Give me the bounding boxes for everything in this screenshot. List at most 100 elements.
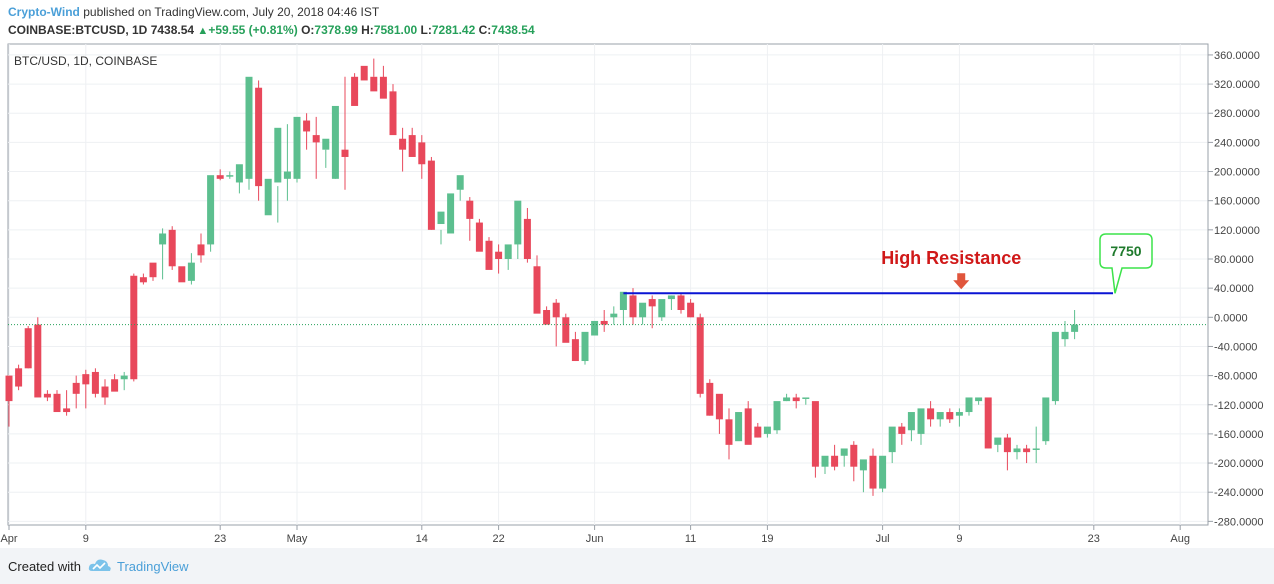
candle-body <box>859 459 867 471</box>
candle-body <box>1023 448 1031 453</box>
candle <box>1042 397 1050 445</box>
candle-body <box>610 313 618 318</box>
x-tick-label: 23 <box>1088 533 1100 545</box>
candle <box>677 293 685 314</box>
candle <box>360 65 368 81</box>
candle <box>639 302 647 325</box>
candle <box>984 397 992 449</box>
candle-body <box>715 393 723 420</box>
candle <box>840 448 848 467</box>
candle <box>399 127 407 172</box>
y-tick-label: -80.0000 <box>1214 371 1257 383</box>
candle-body <box>936 412 944 420</box>
candle-body <box>879 455 887 489</box>
y-tick-label: 120.0000 <box>1214 225 1260 237</box>
candle-body <box>322 138 330 150</box>
candle-body <box>629 295 637 318</box>
candle <box>571 331 579 362</box>
author-link[interactable]: Crypto-Wind <box>8 5 80 19</box>
candle <box>648 295 656 329</box>
x-tick-label: 9 <box>83 533 89 545</box>
candle-body <box>571 339 579 362</box>
candle-body <box>523 218 531 259</box>
candle-body <box>619 291 627 311</box>
candle <box>715 393 723 434</box>
x-tick-label: 9 <box>956 533 962 545</box>
candle-body <box>898 426 906 434</box>
y-axis[interactable]: 360.0000 320.0000 280.0000 240.0000 200.0000… <box>1207 44 1264 528</box>
candle-body <box>159 233 167 245</box>
candle <box>351 73 359 106</box>
callout-text: 7750 <box>1110 243 1141 259</box>
publication-header: Crypto-Wind published on TradingView.com… <box>8 4 379 20</box>
candle-body <box>72 382 80 394</box>
candle <box>562 313 570 343</box>
candle <box>341 76 349 190</box>
candle-body <box>763 426 771 434</box>
x-axis[interactable]: Apr 9 23 May 14 22 Jun 11 19 Jul 9 23 Aug <box>0 525 1190 545</box>
candle <box>725 408 733 460</box>
quote-line: COINBASE:BTCUSD, 1D 7438.54 ▲+59.55 (+0.… <box>8 22 535 39</box>
candle-body <box>485 240 493 270</box>
candle-body <box>120 375 128 380</box>
candle-body <box>274 127 282 183</box>
candle <box>504 244 512 270</box>
candle <box>389 84 397 136</box>
grid <box>8 44 1208 525</box>
candle <box>687 299 695 318</box>
candle-body <box>802 397 810 399</box>
candle-body <box>331 105 339 179</box>
candle <box>274 127 282 223</box>
candle-body <box>927 408 935 420</box>
candle <box>5 375 13 427</box>
candle-body <box>1003 437 1011 453</box>
candle-body <box>821 455 829 467</box>
y-tick-label: 0.0000 <box>1214 312 1248 324</box>
candle-body <box>187 262 195 281</box>
candle-body <box>965 397 973 413</box>
candle <box>917 408 925 445</box>
candle <box>120 371 128 391</box>
tradingview-cloud-icon[interactable] <box>88 557 112 575</box>
y-tick-label: 320.0000 <box>1214 79 1260 91</box>
candle <box>1023 444 1031 464</box>
candle-body <box>351 76 359 106</box>
candle <box>821 455 829 474</box>
candle-body <box>456 175 464 190</box>
candle <box>898 422 906 445</box>
candle-body <box>303 120 311 132</box>
candle-body <box>418 142 426 165</box>
price-chart[interactable]: High Resistance 7750 BTC/USD, 1D, COINBA… <box>0 0 1274 548</box>
candle-body <box>658 299 666 318</box>
price-callout[interactable]: 7750 <box>1099 233 1153 294</box>
y-tick-label: -200.0000 <box>1214 458 1264 470</box>
candle <box>936 412 944 427</box>
candle <box>111 374 119 392</box>
candle-body <box>840 448 848 456</box>
y-tick-label: 40.0000 <box>1214 283 1254 295</box>
candle-body <box>245 76 253 179</box>
candle-body <box>725 419 733 445</box>
candle-body <box>178 266 186 283</box>
candle-body <box>994 437 1002 445</box>
candle-body <box>130 275 138 380</box>
candle <box>255 80 263 201</box>
candle-body <box>15 368 23 387</box>
candle <box>495 244 503 274</box>
y-tick-label: 240.0000 <box>1214 137 1260 149</box>
candle-body <box>792 397 800 402</box>
down-arrow-icon <box>953 273 970 290</box>
tradingview-link[interactable]: TradingView <box>117 559 189 574</box>
candle <box>226 171 234 179</box>
candle-body <box>754 426 762 438</box>
candle-body <box>91 371 99 394</box>
candle-body <box>168 229 176 267</box>
y-tick-label: 80.0000 <box>1214 254 1254 266</box>
candle-body <box>370 76 378 92</box>
candle-body <box>495 251 503 259</box>
candle <box>264 178 272 216</box>
candle <box>533 255 541 314</box>
candle-body <box>1051 331 1059 402</box>
candle <box>1013 444 1021 460</box>
candle-body <box>667 295 675 300</box>
